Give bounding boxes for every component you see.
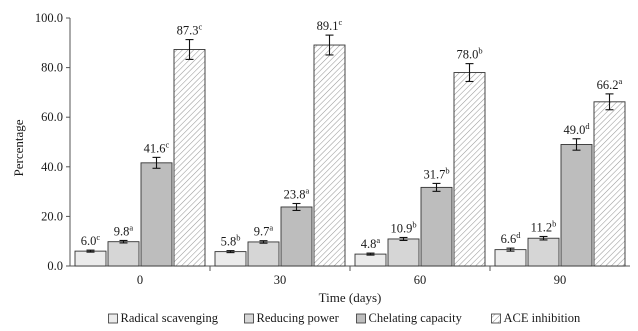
bar — [420, 186, 453, 267]
x-tick-label: 90 — [554, 273, 567, 287]
data-label: 9.8a — [114, 222, 134, 238]
legend-label: Chelating capacity — [369, 311, 463, 325]
legend: Radical scavenging Reducing power Chelatin… — [108, 311, 581, 325]
data-label: 9.7a — [254, 223, 274, 239]
bar — [247, 241, 280, 267]
y-tick-label: 40.0 — [41, 160, 63, 174]
legend-swatch — [244, 313, 254, 324]
bar — [527, 237, 560, 267]
data-label: 31.7b — [423, 165, 449, 181]
bar — [214, 251, 247, 267]
legend-swatch — [491, 313, 501, 324]
data-label: 87.3c — [177, 22, 203, 38]
data-label: 10.9b — [390, 219, 416, 235]
legend-label: ACE inhibition — [504, 311, 581, 325]
data-label: 49.0d — [563, 121, 590, 137]
bar — [313, 44, 346, 267]
x-tick-label: 30 — [274, 273, 287, 287]
x-tick-label: 60 — [414, 273, 427, 287]
y-tick-label: 60.0 — [41, 110, 63, 124]
y-tick-label: 100.0 — [35, 11, 63, 25]
legend-label: Radical scavenging — [121, 311, 219, 325]
x-tick-label: 0 — [137, 273, 143, 287]
x-axis-title: Time (days) — [319, 290, 382, 305]
bar — [140, 162, 173, 267]
y-tick-label: 20.0 — [41, 209, 63, 223]
data-label: 89.1c — [317, 17, 343, 33]
data-label: 5.8b — [221, 233, 241, 249]
data-label: 6.6d — [501, 230, 522, 246]
plot-area: 0.0 20.0 40.0 60.0 80.0 100.0 0 6.0c 9.8a 41.6c 87… — [35, 11, 630, 287]
bar — [494, 249, 527, 267]
data-label: 4.8a — [361, 235, 381, 251]
data-label: 66.2a — [597, 76, 623, 92]
bar — [74, 250, 107, 267]
data-label: 6.0c — [81, 232, 101, 248]
data-label: 78.0b — [456, 46, 482, 62]
bar — [173, 49, 206, 267]
y-tick-label: 80.0 — [41, 61, 63, 75]
bar — [593, 101, 626, 267]
data-label: 23.8a — [284, 186, 310, 202]
bar — [354, 253, 387, 267]
legend-label: Reducing power — [257, 311, 340, 325]
bar — [107, 241, 140, 267]
data-label: 11.2b — [531, 218, 557, 234]
legend-swatch — [356, 313, 366, 324]
bar — [560, 144, 593, 267]
data-label: 41.6c — [144, 139, 170, 155]
bar — [387, 238, 420, 267]
y-tick-label: 0.0 — [47, 259, 63, 273]
y-axis-title: Percentage — [11, 119, 26, 176]
bar — [453, 72, 486, 267]
legend-swatch — [108, 313, 118, 324]
bar — [280, 206, 313, 267]
